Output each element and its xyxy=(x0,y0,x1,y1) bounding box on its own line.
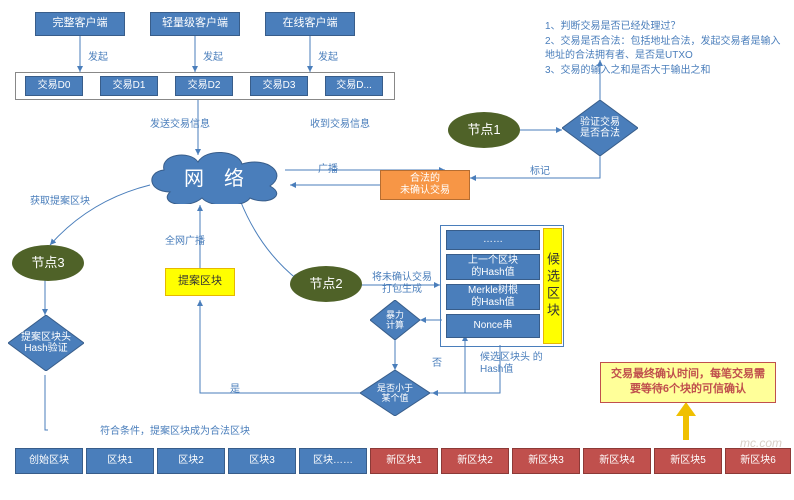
label-yes: 是 xyxy=(230,380,240,395)
brute-diamond: 暴力计算 xyxy=(370,300,420,340)
label-mark: 标记 xyxy=(530,162,550,177)
chain-exist-0: 创始区块 xyxy=(15,448,83,474)
chain-new-4: 新区块5 xyxy=(654,448,722,474)
label-initiate-2: 发起 xyxy=(203,48,223,63)
lt-check-diamond: 是否小于某个值 xyxy=(360,370,430,416)
tx-0: 交易D0 xyxy=(25,76,83,96)
chain-new-0: 新区块1 xyxy=(370,448,438,474)
label-cond-ok: 符合条件，提案区块成为合法区块 xyxy=(100,422,250,437)
tx-1: 交易D1 xyxy=(100,76,158,96)
candidate-row-2: Merkle树根 的Hash值 xyxy=(446,284,540,310)
chain-exist-3: 区块3 xyxy=(228,448,296,474)
chain-new-2: 新区块3 xyxy=(512,448,580,474)
unconfirmed-tx: 合法的 未确认交易 xyxy=(380,170,470,200)
client-full: 完整客户端 xyxy=(35,12,125,36)
label-whole-net: 全网广播 xyxy=(165,232,205,247)
chain-new-3: 新区块4 xyxy=(583,448,651,474)
watermark: mc.com xyxy=(740,436,782,450)
client-light: 轻量级客户端 xyxy=(150,12,240,36)
hash-verify-diamond: 提案区块头Hash验证 xyxy=(8,315,84,371)
chain-exist-1: 区块1 xyxy=(86,448,154,474)
proposal-block: 提案区块 xyxy=(165,268,235,296)
client-online: 在线客户端 xyxy=(265,12,355,36)
label-get-proposal: 获取提案区块 xyxy=(30,192,90,207)
label-recv-tx: 收到交易信息 xyxy=(310,115,370,130)
label-pack: 将未确认交易 打包生成 xyxy=(366,272,438,296)
network-cloud: 网络 xyxy=(140,148,290,204)
label-no: 否 xyxy=(432,354,442,369)
label-initiate-1: 发起 xyxy=(88,48,108,63)
validate-tx-diamond: 验证交易是否合法 xyxy=(562,100,638,156)
tx-3: 交易D3 xyxy=(250,76,308,96)
label-send-tx: 发送交易信息 xyxy=(150,115,210,130)
tx-2: 交易D2 xyxy=(175,76,233,96)
chain-new-1: 新区块2 xyxy=(441,448,509,474)
node-2: 节点2 xyxy=(290,266,362,302)
chain-exist-2: 区块2 xyxy=(157,448,225,474)
network-label: 网络 xyxy=(166,162,264,191)
chain-exist-4: 区块…… xyxy=(299,448,367,474)
chain-new-5: 新区块6 xyxy=(725,448,791,474)
rules-note: 1、判断交易是否已经处理过？ 2、交易是否合法：包括地址合法，发起交易者是输入地… xyxy=(545,20,785,78)
candidate-row-1: 上一个区块 的Hash值 xyxy=(446,254,540,280)
label-initiate-3: 发起 xyxy=(318,48,338,63)
label-broadcast: 广播 xyxy=(318,160,338,175)
node-1: 节点1 xyxy=(448,112,520,148)
candidate-row-0: …… xyxy=(446,230,540,250)
label-cand-hash: 候选区块头 的Hash值 xyxy=(480,352,560,376)
candidate-block-label: 候选区块 xyxy=(543,228,562,344)
candidate-row-3: Nonce串 xyxy=(446,314,540,338)
node-3: 节点3 xyxy=(12,245,84,281)
tx-4: 交易D... xyxy=(325,76,383,96)
confirm-note: 交易最终确认时间，每笔交易需要等待6个块的可信确认 xyxy=(600,362,776,403)
